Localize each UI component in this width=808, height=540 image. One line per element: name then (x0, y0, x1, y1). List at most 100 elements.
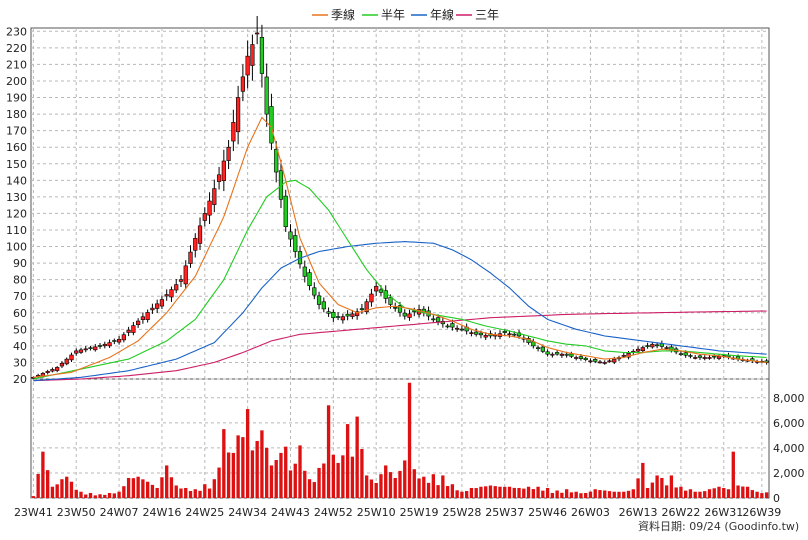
x-tick-label: 25W37 (485, 506, 524, 519)
candle-body (126, 329, 131, 333)
candle-body (535, 347, 541, 349)
volume-axis: 0 2,000 4,000 6,000 8,000 (773, 392, 805, 505)
volume-bar (155, 487, 159, 498)
volume-bar (664, 485, 669, 498)
candle-body (555, 352, 560, 355)
candle-body (655, 344, 660, 347)
volume-bar (145, 481, 150, 498)
volume-bar (588, 491, 593, 498)
candle-body (140, 316, 145, 320)
price-tick-label: 70 (13, 290, 27, 303)
volume-bar (550, 492, 555, 498)
volume-bar (612, 491, 616, 498)
volume-bar (541, 490, 545, 498)
volume-bar (69, 481, 74, 498)
candle-body (240, 76, 245, 92)
candle-body (259, 37, 265, 74)
candle-body (145, 312, 150, 320)
volume-bar (307, 479, 312, 498)
candle-body (483, 335, 488, 338)
volume-bar (74, 489, 78, 498)
candle-body (345, 313, 350, 317)
volume-bar (141, 479, 145, 498)
volume-bar (126, 477, 131, 498)
price-tick-label: 210 (6, 58, 27, 71)
candle-body (635, 348, 641, 352)
candle-body (507, 333, 512, 336)
candle-body (150, 307, 155, 311)
volume-bar (98, 494, 102, 498)
candle-body (388, 297, 393, 305)
volume-bar (717, 486, 721, 498)
candle-body (402, 312, 407, 317)
volume-bar (365, 475, 369, 498)
price-tick-label: 170 (6, 125, 27, 138)
volume-bar (93, 495, 97, 498)
candle-body (74, 350, 79, 354)
volume-bar (288, 470, 293, 498)
volume-bar (198, 490, 202, 498)
volume-bar (50, 486, 55, 498)
volume-bar (603, 490, 607, 498)
volume-bar (607, 491, 612, 498)
price-tick-label: 50 (13, 323, 27, 336)
candle-body (578, 356, 584, 359)
candle-body (59, 362, 65, 367)
candle-body (31, 377, 36, 379)
volume-bar (36, 473, 40, 498)
candle-body (378, 289, 384, 293)
candle-body (364, 301, 369, 313)
volume-bar (455, 490, 459, 498)
price-tick-label: 120 (6, 207, 27, 220)
candle-body (688, 355, 693, 357)
candle-body (331, 311, 336, 319)
candle-body (407, 313, 412, 318)
candle-body (269, 106, 274, 144)
candle-body (693, 357, 698, 359)
volume-bar (255, 440, 259, 498)
volume-bar (445, 486, 450, 498)
candle-body (583, 357, 588, 360)
volume-bar (598, 490, 602, 498)
candle-body (226, 146, 231, 161)
candle-body (245, 55, 250, 76)
volume-bar (79, 491, 83, 498)
volume-bar (693, 491, 697, 498)
volume-bar (350, 456, 355, 498)
volume-bar (407, 382, 412, 498)
price-tick-label: 200 (6, 75, 27, 88)
volume-bar (750, 490, 755, 498)
volume-bar (731, 451, 735, 498)
volume-bar (660, 477, 664, 498)
x-tick-label: 24W25 (185, 506, 224, 519)
volume-bar (279, 452, 283, 498)
volume-tick-label: 2,000 (773, 467, 805, 480)
moving-average-lines (33, 116, 767, 382)
volume-bar (55, 484, 59, 498)
candle-body (155, 303, 160, 309)
candle-body (212, 188, 217, 205)
candle-body (355, 311, 360, 317)
candle-body (412, 310, 417, 313)
volume-bar (441, 475, 445, 498)
volume-bar (122, 486, 126, 498)
candle-body (469, 332, 474, 334)
volume-bar (388, 472, 393, 498)
volume-bar (360, 448, 364, 498)
volume-bar (165, 465, 169, 498)
volume-bar (684, 490, 688, 498)
ma-line-quarter (33, 116, 767, 378)
volume-bar (698, 491, 702, 498)
volume-bar (417, 478, 421, 498)
volume-bar (217, 467, 221, 498)
candle-body (445, 325, 450, 328)
volume-bar (117, 491, 121, 498)
x-tick-label: 23W50 (57, 506, 96, 519)
volume-bars (31, 382, 769, 498)
candle-body (640, 347, 645, 352)
volume-bar (674, 487, 678, 498)
price-tick-label: 160 (6, 141, 27, 154)
volume-bar (384, 465, 388, 498)
volume-bar (312, 482, 316, 498)
volume-bar (655, 475, 659, 498)
